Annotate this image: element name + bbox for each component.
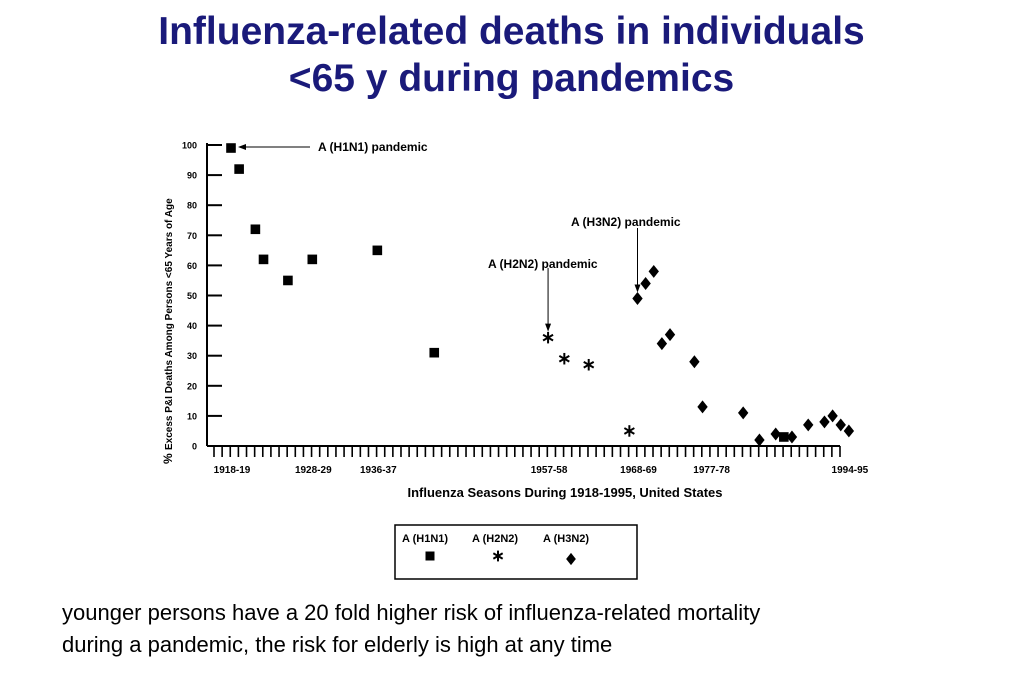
data-point-square: [258, 254, 269, 265]
annotation-label: A (H2N2) pandemic: [488, 257, 598, 271]
data-point-diamond: [697, 400, 708, 414]
data-point-square: [429, 347, 440, 358]
slide-title: Influenza-related deaths in individuals …: [0, 8, 1023, 102]
y-tick-label: 100: [182, 141, 197, 151]
data-point-square: [234, 164, 244, 174]
arrowhead: [545, 323, 552, 332]
data-point-diamond: [689, 355, 700, 369]
caption-line-1: younger persons have a 20 fold higher ri…: [62, 600, 761, 625]
legend-label: A (H1N1): [402, 533, 448, 545]
star-stroke: [542, 333, 554, 342]
x-tick-label: 1968-69: [620, 465, 657, 476]
data-point-square: [372, 245, 383, 256]
legend-label: A (H3N2): [543, 533, 589, 545]
star-marker: [492, 550, 504, 562]
y-tick-label: 60: [187, 261, 197, 271]
x-tick-label: 1994-95: [832, 465, 869, 476]
y-tick-label: 40: [187, 321, 197, 331]
y-tick-label: 0: [192, 442, 197, 452]
data-point-diamond: [632, 292, 643, 305]
data-point-diamond: [754, 433, 765, 447]
data-point-diamond: [827, 409, 838, 423]
data-point-star: [558, 352, 570, 365]
y-axis-label: Excess P&I Deaths Among Persons <65 Year…: [164, 198, 175, 450]
caption: younger persons have a 20 fold higher ri…: [62, 597, 982, 661]
data-point-star: [623, 425, 635, 437]
y-tick-label: 80: [187, 201, 197, 211]
data-point-diamond: [656, 337, 668, 351]
legend-box: [394, 524, 638, 580]
data-point-square: [226, 143, 236, 153]
data-point-square: [250, 224, 261, 235]
data-point-diamond: [640, 276, 651, 290]
y-tick-label: 50: [187, 291, 197, 301]
y-tick-label: 70: [187, 231, 197, 241]
star-stroke: [623, 427, 635, 435]
arrowhead: [238, 144, 246, 150]
data-point-star: [542, 331, 554, 344]
data-point-square: [307, 254, 318, 265]
pandemic-deaths-chart: % Excess P&I Deaths Among Persons <65 Ye…: [161, 140, 869, 580]
y-tick-label: 10: [187, 411, 197, 421]
y-tick-label: 20: [187, 381, 197, 391]
x-ticks: 1918-19 1928-29 1936-37 1957-58 1968-69 1977-…: [213, 446, 869, 476]
title-line-2: <65 y during pandemics: [288, 57, 735, 100]
data-point-diamond: [835, 418, 846, 432]
x-tick-label: 1977-78: [693, 465, 730, 476]
caption-line-2: during a pandemic, the risk for elderly …: [62, 632, 613, 657]
legend-label: A (H2N2): [472, 533, 518, 545]
arrowhead: [634, 284, 641, 293]
annotation-label: A (H3N2) pandemic: [571, 215, 681, 229]
star-stroke: [583, 360, 595, 369]
axes: [206, 143, 840, 447]
y-axis-label-prefix: %: [161, 453, 175, 464]
data-point-diamond: [770, 427, 781, 441]
annotations: A (H1N1) pandemic A (H2N2) pandemic A (H3N…: [238, 140, 681, 332]
star-stroke: [558, 354, 570, 363]
x-tick-label: 1928-29: [295, 465, 332, 476]
x-tick-label: 1957-58: [531, 465, 568, 476]
y-ticks: 0 10 20 30 40 50 60 70 80 90 100: [182, 141, 222, 452]
data-point-star: [583, 358, 595, 371]
data-point-diamond: [819, 415, 830, 429]
y-axis-label-group: % Excess P&I Deaths Among Persons <65 Ye…: [161, 198, 175, 464]
data-point-diamond: [843, 424, 855, 438]
x-axis-label: Influenza Seasons During 1918-1995, Unit…: [408, 485, 723, 500]
x-tick-label: 1936-37: [360, 465, 397, 476]
diamond-marker: [566, 552, 576, 566]
data-points: [226, 143, 855, 447]
x-tick-label: 1918-19: [214, 465, 251, 476]
data-point-diamond: [803, 418, 814, 432]
data-point-diamond: [737, 406, 749, 420]
data-point-diamond: [786, 430, 798, 444]
legend: A (H1N1) A (H2N2) A (H3N2): [394, 524, 638, 580]
data-point-square: [779, 432, 789, 442]
annotation-label: A (H1N1) pandemic: [318, 140, 428, 154]
data-point-diamond: [648, 264, 659, 278]
title-line-1: Influenza-related deaths in individuals: [158, 10, 865, 53]
square-marker: [425, 551, 435, 561]
y-tick-label: 90: [187, 171, 197, 181]
data-point-diamond: [664, 328, 676, 342]
star-stroke: [492, 552, 504, 560]
data-point-square: [283, 275, 293, 286]
y-tick-label: 30: [187, 351, 197, 361]
